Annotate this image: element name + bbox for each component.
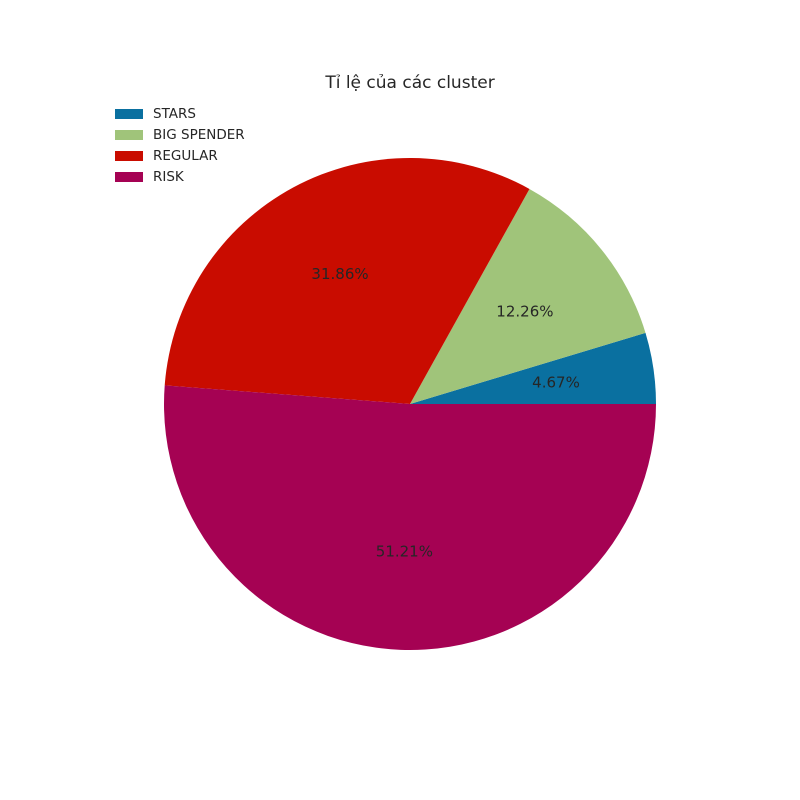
pie-label-stars: 4.67% bbox=[532, 373, 580, 391]
legend-label-risk: RISK bbox=[153, 169, 185, 185]
legend-label-big-spender: BIG SPENDER bbox=[153, 127, 245, 143]
legend-swatch-big-spender bbox=[115, 130, 143, 140]
legend: STARS BIG SPENDER REGULAR RISK bbox=[115, 106, 245, 185]
legend-label-regular: REGULAR bbox=[153, 148, 218, 164]
pie-label-big-spender: 12.26% bbox=[496, 302, 553, 320]
legend-swatch-risk bbox=[115, 172, 143, 182]
legend-label-stars: STARS bbox=[153, 106, 196, 122]
pie-slice-regular bbox=[164, 157, 530, 404]
pie-slices bbox=[164, 157, 656, 650]
pie-slice-risk bbox=[164, 385, 656, 650]
legend-swatch-regular bbox=[115, 151, 143, 161]
pie-slice-stars bbox=[410, 332, 656, 404]
pie-percent-labels: 4.67% 12.26% 31.86% 51.21% bbox=[311, 265, 579, 560]
legend-swatch-stars bbox=[115, 109, 143, 119]
chart-title: Tỉ lệ của các cluster bbox=[324, 73, 494, 93]
pie-slice-big-spender bbox=[410, 188, 646, 404]
pie-label-risk: 51.21% bbox=[376, 542, 433, 560]
pie-label-regular: 31.86% bbox=[311, 265, 368, 283]
